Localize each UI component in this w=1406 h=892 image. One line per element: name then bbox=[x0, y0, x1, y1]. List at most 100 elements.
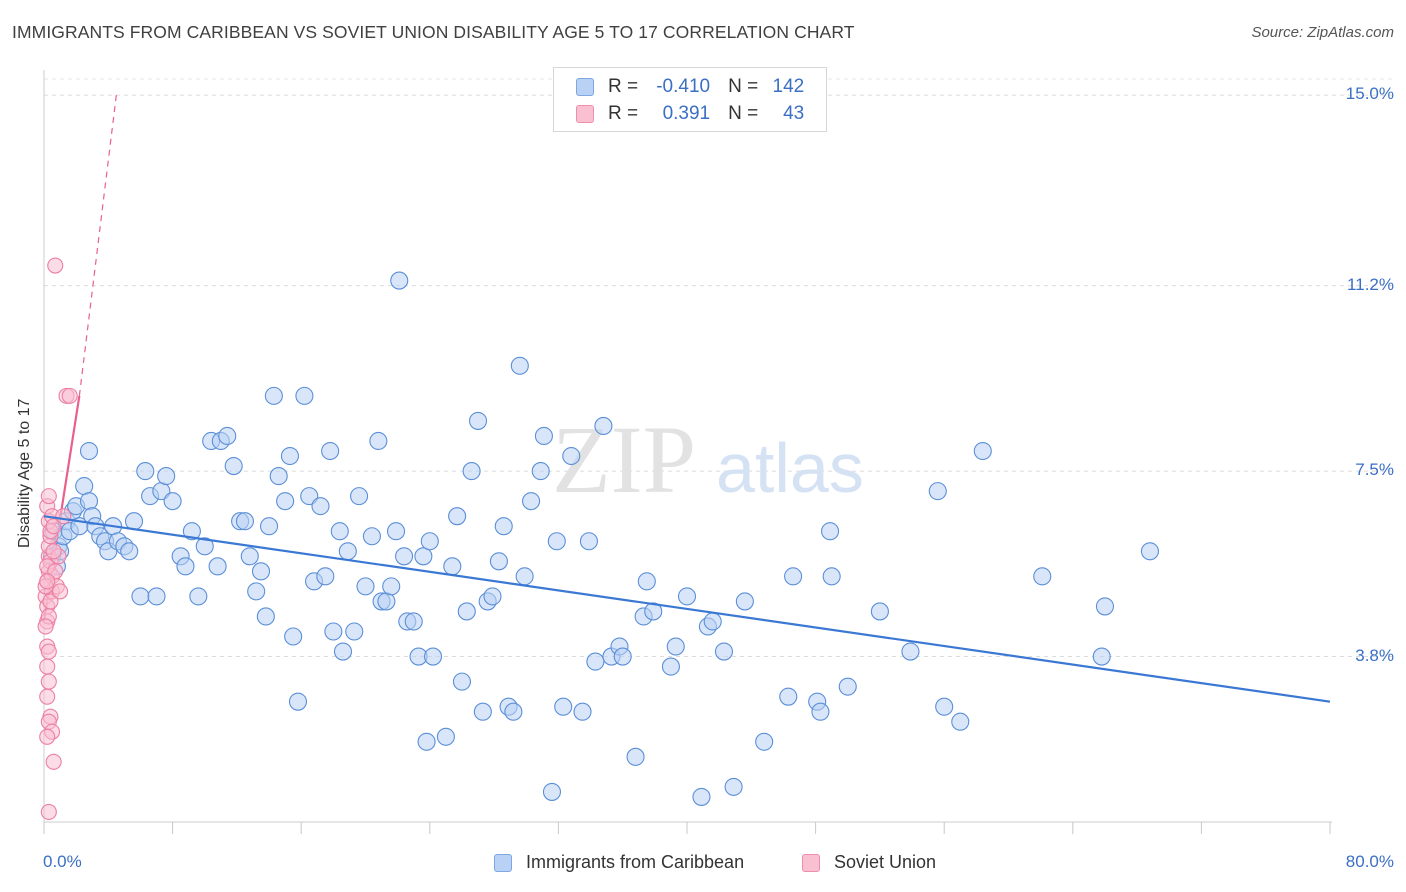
caribbean-point bbox=[901, 642, 920, 661]
caribbean-point bbox=[284, 627, 303, 646]
caribbean-point bbox=[613, 647, 632, 666]
y-tick-label: 15.0% bbox=[1345, 84, 1394, 104]
caribbean-point bbox=[522, 492, 541, 511]
caribbean-point bbox=[333, 642, 353, 661]
caribbean-point bbox=[251, 562, 271, 581]
caribbean-point bbox=[703, 612, 722, 631]
caribbean-point bbox=[120, 542, 139, 561]
caribbean-point bbox=[324, 622, 343, 641]
y-tick-label: 7.5% bbox=[1355, 460, 1394, 480]
gridlines bbox=[44, 78, 1395, 658]
caribbean-point bbox=[176, 557, 195, 576]
caribbean-trendline-segment bbox=[43, 515, 1331, 703]
caribbean-point bbox=[821, 522, 840, 541]
caribbean-point bbox=[414, 547, 433, 566]
caribbean-trendline bbox=[43, 515, 1331, 703]
caribbean-point bbox=[369, 431, 388, 451]
caribbean-point bbox=[928, 482, 947, 501]
caribbean-point bbox=[1095, 597, 1114, 616]
legend-r-label: R = bbox=[608, 76, 639, 97]
caribbean-point bbox=[504, 702, 523, 721]
caribbean-point bbox=[330, 522, 349, 541]
caribbean-point bbox=[295, 386, 314, 405]
caribbean-point bbox=[531, 462, 550, 481]
caribbean-point bbox=[345, 622, 364, 641]
x-tick-label-max: 80.0% bbox=[1345, 852, 1394, 871]
caribbean-point bbox=[510, 356, 529, 375]
caribbean-point bbox=[784, 567, 803, 586]
caribbean-point bbox=[269, 467, 288, 486]
legend-swatch-blue bbox=[576, 78, 594, 96]
caribbean-point bbox=[714, 642, 734, 661]
caribbean-point bbox=[311, 497, 330, 516]
caribbean-point bbox=[208, 557, 227, 576]
caribbean-point bbox=[534, 426, 553, 446]
caribbean-point bbox=[417, 732, 436, 751]
watermark-atlas: atlas bbox=[716, 429, 864, 507]
caribbean-point bbox=[423, 647, 443, 666]
legend-row-soviet-union: R = 0.391 N = 43 bbox=[576, 102, 804, 126]
soviet-union-point bbox=[47, 257, 64, 274]
source-label: Source: ZipAtlas.com bbox=[1251, 24, 1394, 41]
soviet-union-point bbox=[45, 753, 62, 770]
caribbean-point bbox=[779, 687, 798, 706]
caribbean-point bbox=[124, 512, 144, 531]
caribbean-point bbox=[457, 602, 476, 621]
caribbean-point bbox=[280, 446, 299, 466]
caribbean-point bbox=[356, 577, 375, 596]
soviet-union-point bbox=[40, 803, 57, 821]
caribbean-point bbox=[637, 572, 656, 591]
caribbean-point bbox=[586, 652, 605, 671]
legend-row-caribbean: R = -0.410 N = 142 bbox=[576, 75, 804, 99]
soviet-union-point bbox=[39, 688, 56, 705]
caribbean-point bbox=[494, 517, 513, 536]
caribbean-point bbox=[870, 602, 889, 621]
caribbean-point bbox=[594, 416, 613, 435]
caribbean-point bbox=[644, 602, 663, 621]
caribbean-point bbox=[973, 441, 992, 461]
caribbean-point bbox=[661, 657, 680, 676]
caribbean-point bbox=[489, 552, 508, 571]
soviet-union-point bbox=[37, 618, 54, 635]
caribbean-point bbox=[288, 692, 308, 711]
caribbean-point bbox=[483, 587, 502, 606]
caribbean-point bbox=[755, 732, 774, 751]
caribbean-point bbox=[79, 492, 99, 511]
caribbean-point bbox=[554, 697, 573, 716]
caribbean-point bbox=[182, 522, 201, 541]
caribbean-point bbox=[452, 672, 472, 691]
y-tick-label: 11.2% bbox=[1347, 274, 1394, 294]
caribbean-point bbox=[240, 547, 259, 566]
caribbean-point bbox=[473, 702, 492, 721]
caribbean-point bbox=[350, 487, 369, 506]
soviet-union-point bbox=[55, 508, 72, 525]
caribbean-point bbox=[468, 411, 488, 430]
bottom-legend-soviet-union: Soviet Union bbox=[802, 852, 936, 873]
caribbean-point bbox=[735, 592, 754, 611]
caribbean-point bbox=[1033, 567, 1052, 586]
soviet-union-point bbox=[39, 573, 56, 590]
soviet-union-point bbox=[45, 543, 62, 560]
caribbean-point bbox=[224, 457, 243, 476]
caribbean-point bbox=[448, 507, 467, 526]
y-axis-label: Disability Age 5 to 17 bbox=[16, 398, 33, 548]
caribbean-point bbox=[677, 587, 697, 606]
soviet-union-point bbox=[40, 488, 57, 505]
bottom-legend-caribbean: Immigrants from Caribbean bbox=[494, 852, 744, 873]
soviet-union-point bbox=[40, 673, 57, 690]
caribbean-point bbox=[951, 712, 970, 731]
caribbean-point bbox=[264, 386, 283, 405]
caribbean-point bbox=[259, 517, 279, 536]
caribbean-point bbox=[935, 697, 954, 716]
caribbean-point bbox=[256, 607, 275, 626]
caribbean-point bbox=[626, 747, 645, 766]
caribbean-point bbox=[573, 702, 592, 721]
caribbean-point bbox=[136, 462, 155, 481]
caribbean-point bbox=[692, 787, 711, 806]
caribbean-point bbox=[247, 582, 266, 601]
caribbean-point bbox=[157, 467, 176, 486]
x-tick-label-min: 0.0% bbox=[43, 852, 82, 871]
caribbean-point bbox=[822, 567, 841, 586]
caribbean-point bbox=[724, 777, 743, 796]
